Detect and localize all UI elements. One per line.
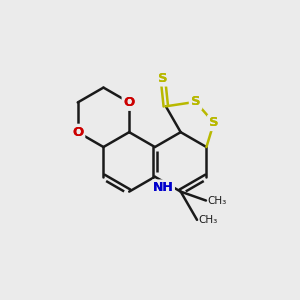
Text: O: O — [124, 96, 135, 109]
Text: S: S — [209, 116, 219, 129]
Text: S: S — [191, 95, 200, 108]
Text: NH: NH — [153, 181, 174, 194]
Text: CH₃: CH₃ — [199, 215, 218, 225]
Text: NH: NH — [153, 181, 174, 194]
Text: S: S — [158, 72, 168, 85]
Text: S: S — [158, 72, 168, 85]
Text: S: S — [191, 95, 200, 108]
Text: O: O — [72, 126, 83, 139]
Text: O: O — [124, 96, 135, 109]
Text: O: O — [72, 126, 83, 139]
Text: CH₃: CH₃ — [207, 196, 227, 206]
Text: S: S — [209, 116, 219, 129]
